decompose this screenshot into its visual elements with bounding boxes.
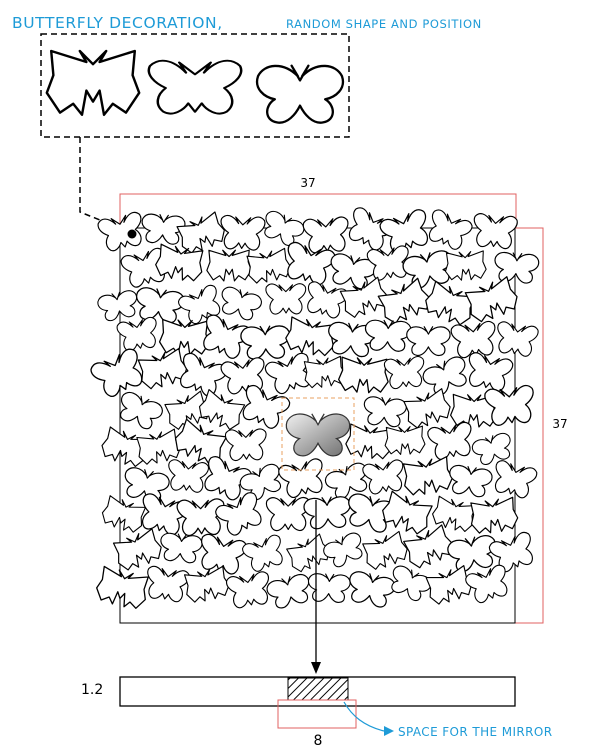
- arrow-down-icon: [311, 662, 321, 674]
- butterfly-icon: [206, 249, 252, 282]
- butterfly-round-icon: [255, 64, 345, 124]
- butterfly-icon: [98, 494, 148, 536]
- butterfly-icon: [143, 564, 191, 604]
- mirror-callout-line: [343, 701, 385, 732]
- center-butterfly-icon: [285, 413, 351, 457]
- butterfly-icon: [443, 250, 488, 282]
- butterfly-icon: [363, 319, 412, 353]
- butterfly-icon: [306, 572, 352, 604]
- butterfly-icon: [383, 355, 427, 390]
- butterfly-icon: [173, 350, 230, 400]
- title-sub: RANDOM SHAPE AND POSITION: [286, 17, 482, 31]
- butterfly-w-icon: [45, 49, 141, 117]
- butterfly-icon: [302, 495, 353, 531]
- butterfly-icon: [493, 320, 540, 359]
- butterfly-icon: [445, 533, 500, 575]
- butterfly-icon: [470, 430, 516, 468]
- butterfly-icon: [483, 384, 537, 428]
- butterfly-icon: [468, 496, 520, 536]
- butterfly-icon: [489, 458, 539, 501]
- callout-arrow-icon: [384, 726, 394, 736]
- leader-dot-icon: [127, 229, 137, 239]
- butterfly-icon: [378, 489, 435, 538]
- butterfly-icon: [423, 207, 475, 254]
- butterfly-icon: [426, 420, 476, 462]
- mirror-width-line: [277, 699, 357, 729]
- butterfly-icon: [132, 285, 186, 326]
- butterfly-icon: [406, 326, 451, 357]
- butterfly-icon: [216, 284, 264, 324]
- butterfly-icon: [113, 389, 166, 433]
- butterfly-icon: [96, 210, 148, 254]
- butterfly-icon: [385, 562, 434, 605]
- butterfly-icon: [419, 353, 474, 400]
- butterfly-icon: [463, 350, 515, 394]
- butterfly-field: [88, 205, 540, 612]
- butterfly-icon: [115, 315, 161, 354]
- width-dimension-label: 37: [300, 176, 315, 190]
- mirror-area-outline: [281, 397, 355, 471]
- butterfly-icon: [320, 529, 369, 571]
- butterfly-icon: [93, 565, 152, 612]
- butterfly-icon: [158, 318, 211, 357]
- butterfly-icon: [265, 283, 307, 315]
- butterfly-icon: [344, 569, 398, 610]
- butterfly-icon: [264, 571, 315, 612]
- butterfly-icon: [421, 279, 479, 329]
- butterfly-icon: [337, 356, 390, 395]
- width-dimension-line: [119, 193, 517, 228]
- butterfly-icon: [240, 533, 289, 575]
- height-dimension-label: 37: [552, 417, 567, 431]
- butterfly-icon: [239, 324, 292, 361]
- butterfly-icon: [174, 210, 229, 257]
- butterfly-icon: [225, 570, 274, 610]
- mirror-width-label: 8: [314, 733, 323, 749]
- height-dimension-line: [515, 227, 544, 624]
- thickness-label: 1.2: [81, 682, 103, 698]
- butterfly-icon: [219, 214, 266, 252]
- butterfly-icon: [224, 428, 268, 462]
- butterfly-icon: [96, 288, 141, 324]
- butterfly-icon: [88, 346, 150, 402]
- butterfly-icon: [244, 247, 294, 286]
- butterfly-icon: [446, 463, 494, 499]
- butterfly-icon: [401, 387, 455, 432]
- butterfly-icon: [462, 275, 522, 326]
- butterfly-icon: [423, 564, 476, 608]
- butterfly-icon: [463, 563, 513, 606]
- butterfly-icon: [277, 457, 329, 501]
- butterfly-icon: [165, 458, 210, 494]
- butterfly-icon: [383, 425, 426, 456]
- butterfly-icon: [194, 388, 248, 434]
- butterfly-icon: [471, 212, 519, 251]
- butterfly-icon: [302, 215, 351, 255]
- mirror-callout-label: SPACE FOR THE MIRROR: [398, 725, 552, 739]
- butterfly-icon: [265, 496, 311, 532]
- butterfly-icon: [301, 355, 347, 391]
- butterfly-icon: [361, 395, 408, 429]
- butterfly-m-icon: [147, 59, 243, 115]
- title-main: BUTTERFLY DECORATION,: [12, 14, 223, 32]
- butterfly-icon: [301, 279, 350, 321]
- butterfly-icon: [400, 455, 455, 498]
- butterfly-icon: [158, 531, 204, 565]
- butterfly-icon: [283, 315, 338, 359]
- butterfly-icon: [361, 458, 407, 496]
- mirror-hatch: [287, 677, 349, 701]
- sample-box: [40, 33, 350, 138]
- butterfly-icon: [492, 251, 540, 285]
- butterfly-icon: [181, 565, 232, 606]
